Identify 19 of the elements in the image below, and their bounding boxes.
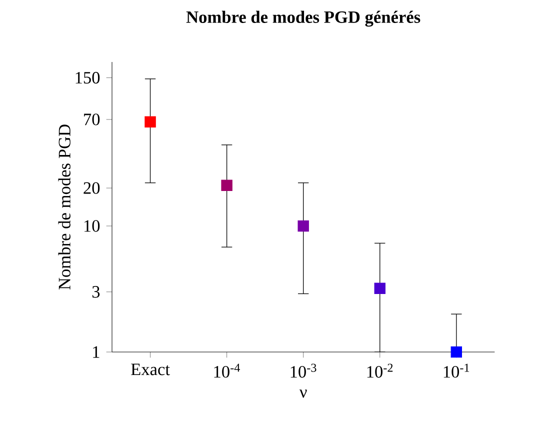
y-axis-title: Nombre de modes PGD [58,124,70,290]
point [144,116,156,128]
point [450,346,462,358]
y-tick-label: 20 [84,182,100,194]
x-tick-label: Exact [131,364,170,376]
chart-title: Nombre de modes PGD générés [186,10,420,27]
y-tick-label: 10 [84,220,100,232]
x-axis-title: ν [299,390,307,398]
y-tick-label: 3 [92,286,100,298]
x-tick-label: 10$^{-3}$ [290,364,316,378]
x-tick-label: 10$^{-4}$ [214,364,240,378]
y-tick-label: 150 [76,72,100,84]
y-tick-label: 70 [84,114,100,126]
point [298,220,309,232]
y-tick-label: 1 [93,346,100,358]
point [221,180,232,192]
point [374,282,386,294]
x-tick-label: 10$^{-2}$ [367,364,393,378]
x-tick-label: 10$^{-1}$ [444,364,470,378]
